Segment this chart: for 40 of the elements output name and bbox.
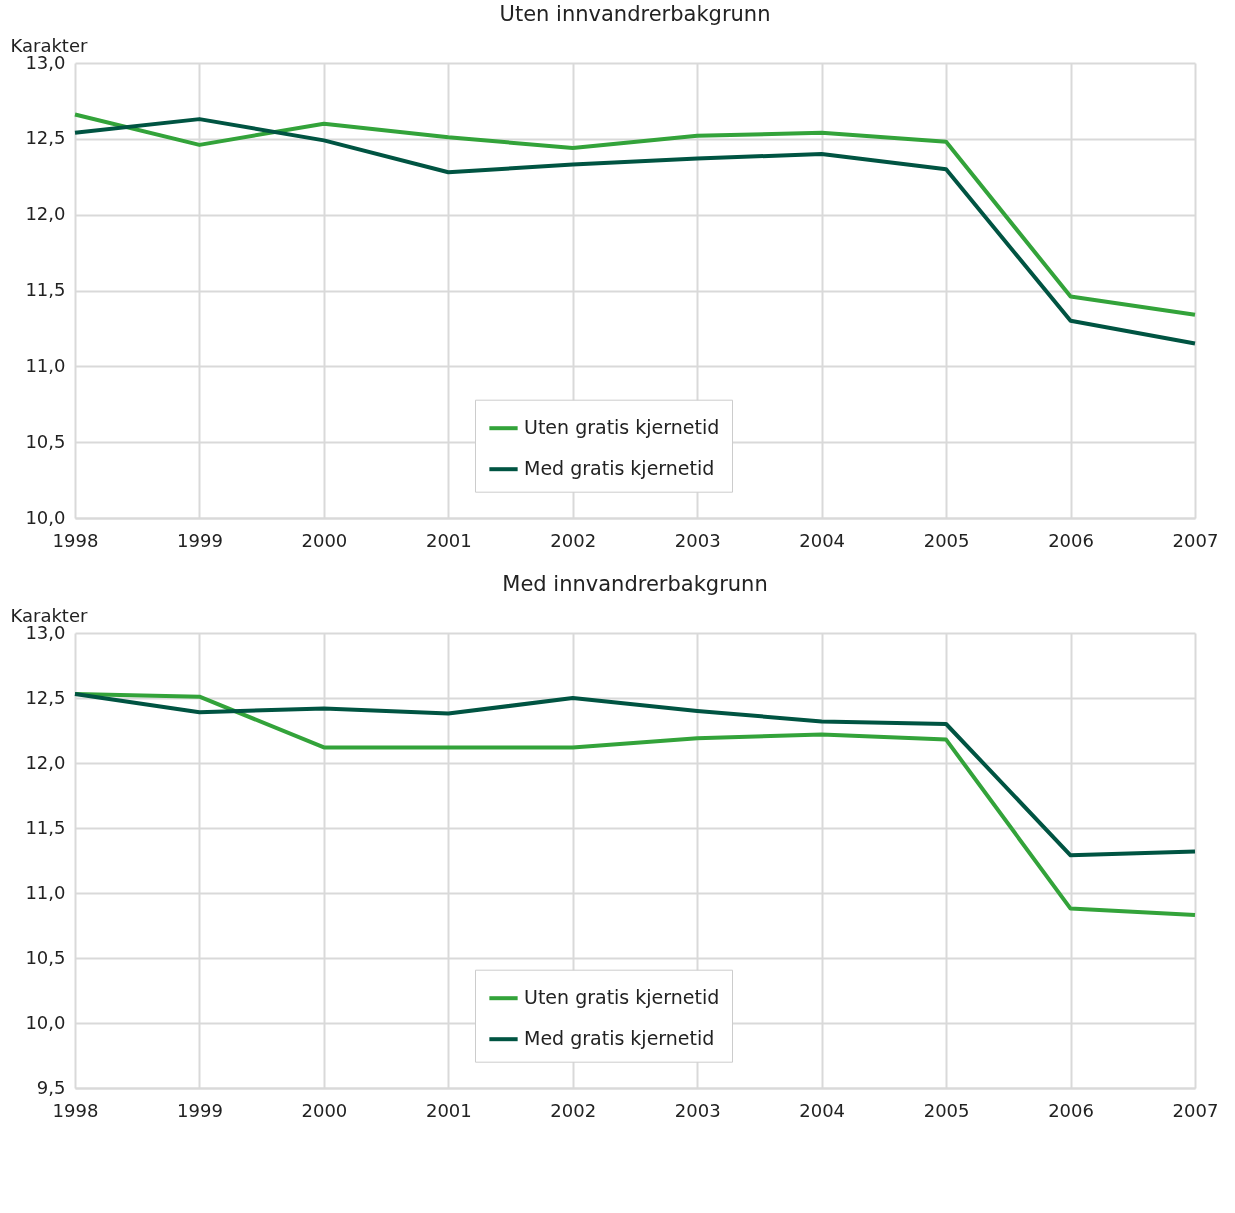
x-tick-label: 2006 (1048, 1099, 1094, 1121)
x-tick-label: 2003 (674, 529, 721, 551)
y-tick-label: 12,0 (25, 203, 66, 225)
line-series (73, 692, 1197, 858)
chart-title: Med innvandrerbakgrunn (502, 572, 768, 596)
x-tick-label: 2005 (923, 529, 970, 551)
y-tick-label: 12,5 (25, 686, 66, 708)
chart-title: Uten innvandrerbakgrunn (499, 2, 771, 26)
x-tick-label: 2003 (674, 1099, 721, 1121)
y-tick-label: 11,0 (25, 881, 66, 903)
x-tick-label: 1999 (177, 529, 223, 551)
y-tick-label: 10,5 (25, 430, 66, 452)
x-tick-label: 2007 (1172, 529, 1219, 551)
x-tick-label: 2004 (799, 529, 846, 551)
y-tick-label: 12,0 (25, 751, 66, 773)
x-tick-label: 2005 (923, 1099, 970, 1121)
legend-label: Med gratis kjernetid (524, 457, 715, 480)
y-tick-label: 9,5 (36, 1076, 66, 1098)
y-tick-label: 10,0 (25, 1011, 66, 1033)
x-tick-label: 2007 (1172, 1099, 1219, 1121)
y-tick-label: 12,5 (25, 127, 66, 149)
y-tick-label: 10,0 (25, 506, 66, 528)
y-tick-label: 11,5 (25, 816, 66, 838)
x-tick-label: 1999 (177, 1099, 223, 1121)
y-tick-label: 11,0 (25, 354, 66, 376)
x-tick-label: 2004 (799, 1099, 846, 1121)
x-tick-label: 2002 (550, 1099, 597, 1121)
x-tick-label: 1998 (52, 529, 99, 551)
x-tick-label: 1998 (52, 1099, 99, 1121)
y-tick-label: 10,5 (25, 946, 66, 968)
x-tick-label: 2000 (301, 529, 348, 551)
x-tick-label: 2006 (1048, 529, 1094, 551)
x-tick-label: 2001 (425, 1099, 472, 1121)
x-tick-label: 2002 (550, 529, 597, 551)
x-tick-label: 2000 (301, 1099, 348, 1121)
legend-label: Uten gratis kjernetid (524, 416, 720, 439)
y-tick-label: 11,5 (25, 279, 66, 300)
legend-label: Uten gratis kjernetid (524, 986, 720, 1009)
x-tick-label: 2001 (425, 529, 472, 551)
legend-label: Med gratis kjernetid (524, 1027, 715, 1050)
